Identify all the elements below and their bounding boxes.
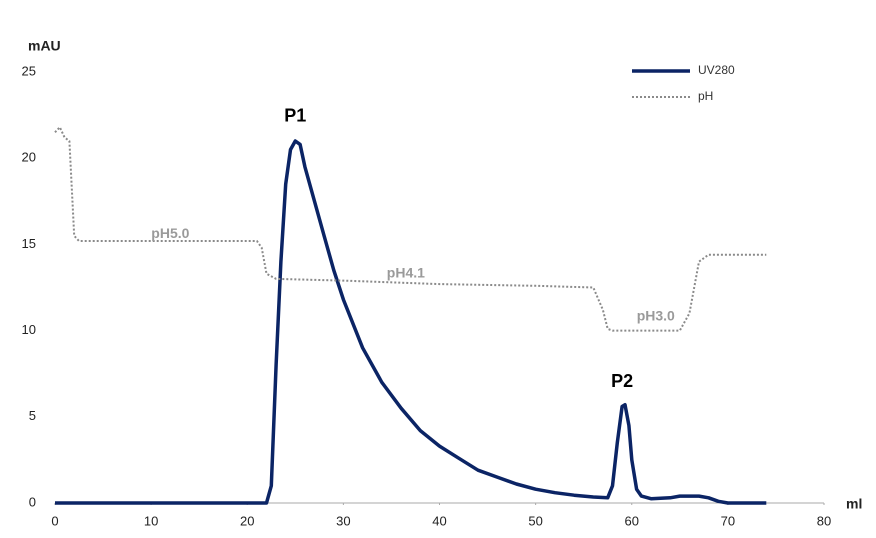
- y-tick-label: 20: [22, 150, 36, 165]
- annotation: P2: [611, 371, 633, 391]
- legend-label: UV280: [698, 63, 735, 77]
- y-tick-label: 5: [29, 408, 36, 423]
- y-tick-label: 25: [22, 63, 36, 78]
- y-tick-label: 10: [22, 322, 36, 337]
- y-tick-label: 15: [22, 236, 36, 251]
- x-tick-label: 20: [240, 513, 254, 528]
- x-tick-label: 50: [528, 513, 542, 528]
- y-tick-label: 0: [29, 494, 36, 509]
- series-line: [54, 126, 767, 332]
- x-tick-label: 60: [625, 513, 639, 528]
- annotation: pH3.0: [637, 308, 675, 324]
- x-tick-label: 70: [721, 513, 735, 528]
- annotation: pH5.0: [151, 225, 189, 241]
- x-tick-label: 30: [336, 513, 350, 528]
- annotation: pH4.1: [387, 264, 425, 280]
- x-tick-label: 0: [51, 513, 58, 528]
- annotation: P1: [284, 106, 306, 126]
- legend-label: pH: [698, 89, 713, 103]
- x-tick-label: 10: [144, 513, 158, 528]
- x-tick-label: 40: [432, 513, 446, 528]
- x-tick-label: 80: [817, 513, 831, 528]
- y-axis-title: mAU: [28, 38, 61, 54]
- x-axis-title: ml: [846, 496, 862, 512]
- series-line: [55, 139, 767, 505]
